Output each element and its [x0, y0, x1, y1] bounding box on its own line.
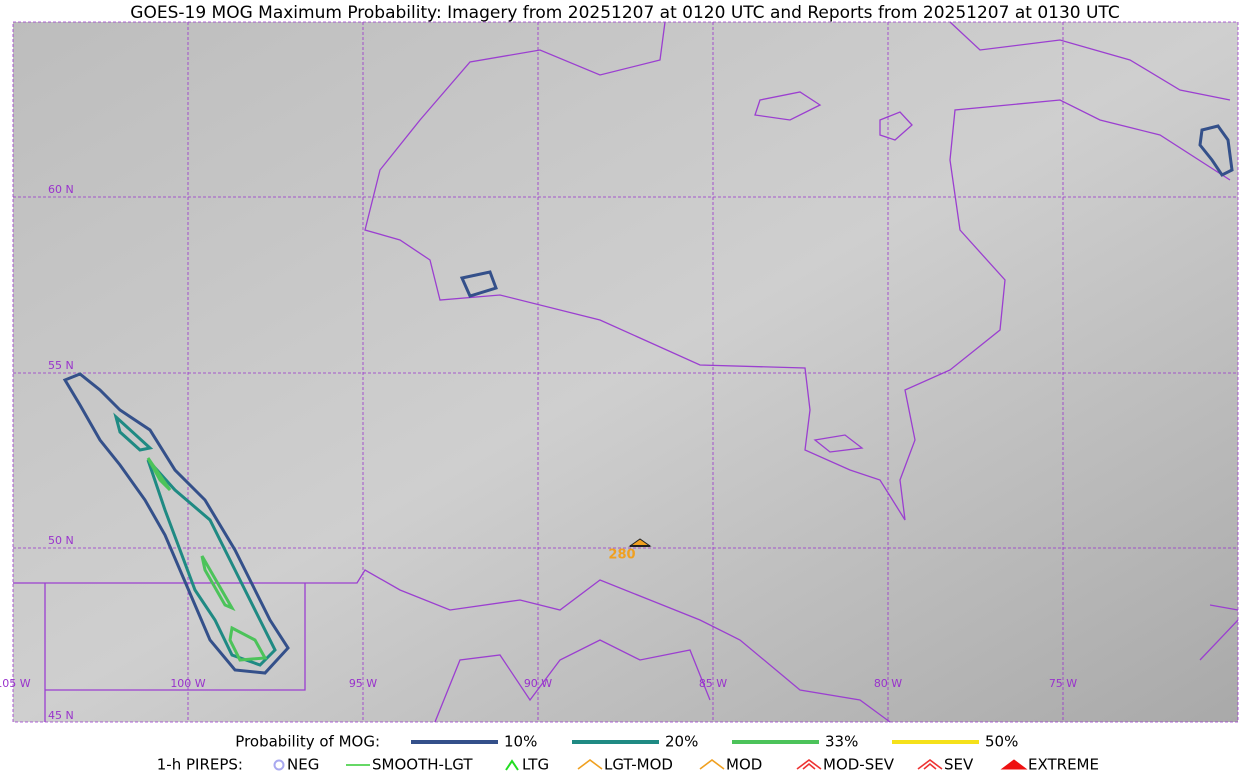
pirep-report: 280: [608, 538, 652, 563]
legend-symbol: [699, 759, 725, 770]
satellite-image: [13, 22, 1238, 722]
coastlines: [13, 21, 1239, 723]
legend-label: 50%: [985, 733, 1018, 751]
graticule: [12, 21, 1239, 723]
mog-contours: [62, 124, 1234, 675]
legend-symbol: [796, 759, 822, 770]
legend-label: LTG: [522, 756, 549, 774]
legend-label: NEG: [287, 756, 319, 774]
legend-label: SMOOTH-LGT: [372, 756, 473, 774]
legend-label: 20%: [665, 733, 698, 751]
lon-label: 90 W: [524, 677, 552, 690]
lon-label: 105 W: [0, 677, 31, 690]
mog-legend-title: Probability of MOG:: [235, 733, 380, 751]
lon-label: 100 W: [170, 677, 205, 690]
legend-symbol: [505, 759, 519, 771]
legend-label: 33%: [825, 733, 858, 751]
lat-label: 50 N: [48, 534, 74, 547]
legend-symbol: [917, 759, 943, 770]
report-altitude: 280: [608, 548, 635, 563]
lon-label: 75 W: [1049, 677, 1077, 690]
legend-label: MOD-SEV: [823, 756, 895, 774]
lat-label: 45 N: [48, 709, 74, 722]
legend-label: LGT-MOD: [604, 756, 673, 774]
pirep-legend-title: 1-h PIREPS:: [157, 756, 243, 774]
lon-label: 80 W: [874, 677, 902, 690]
lat-label: 55 N: [48, 359, 74, 372]
legend-symbol: [273, 759, 285, 771]
legend-symbol: [577, 759, 603, 770]
legend-label: 10%: [504, 733, 537, 751]
title: GOES-19 MOG Maximum Probability: Imagery…: [130, 3, 1119, 23]
legend-label: EXTREME: [1028, 756, 1099, 774]
legend-label: SEV: [944, 756, 974, 774]
lon-label: 85 W: [699, 677, 727, 690]
lon-label: 95 W: [349, 677, 377, 690]
legend-symbol: [1000, 759, 1028, 770]
lat-label: 60 N: [48, 183, 74, 196]
legend-label: MOD: [726, 756, 762, 774]
